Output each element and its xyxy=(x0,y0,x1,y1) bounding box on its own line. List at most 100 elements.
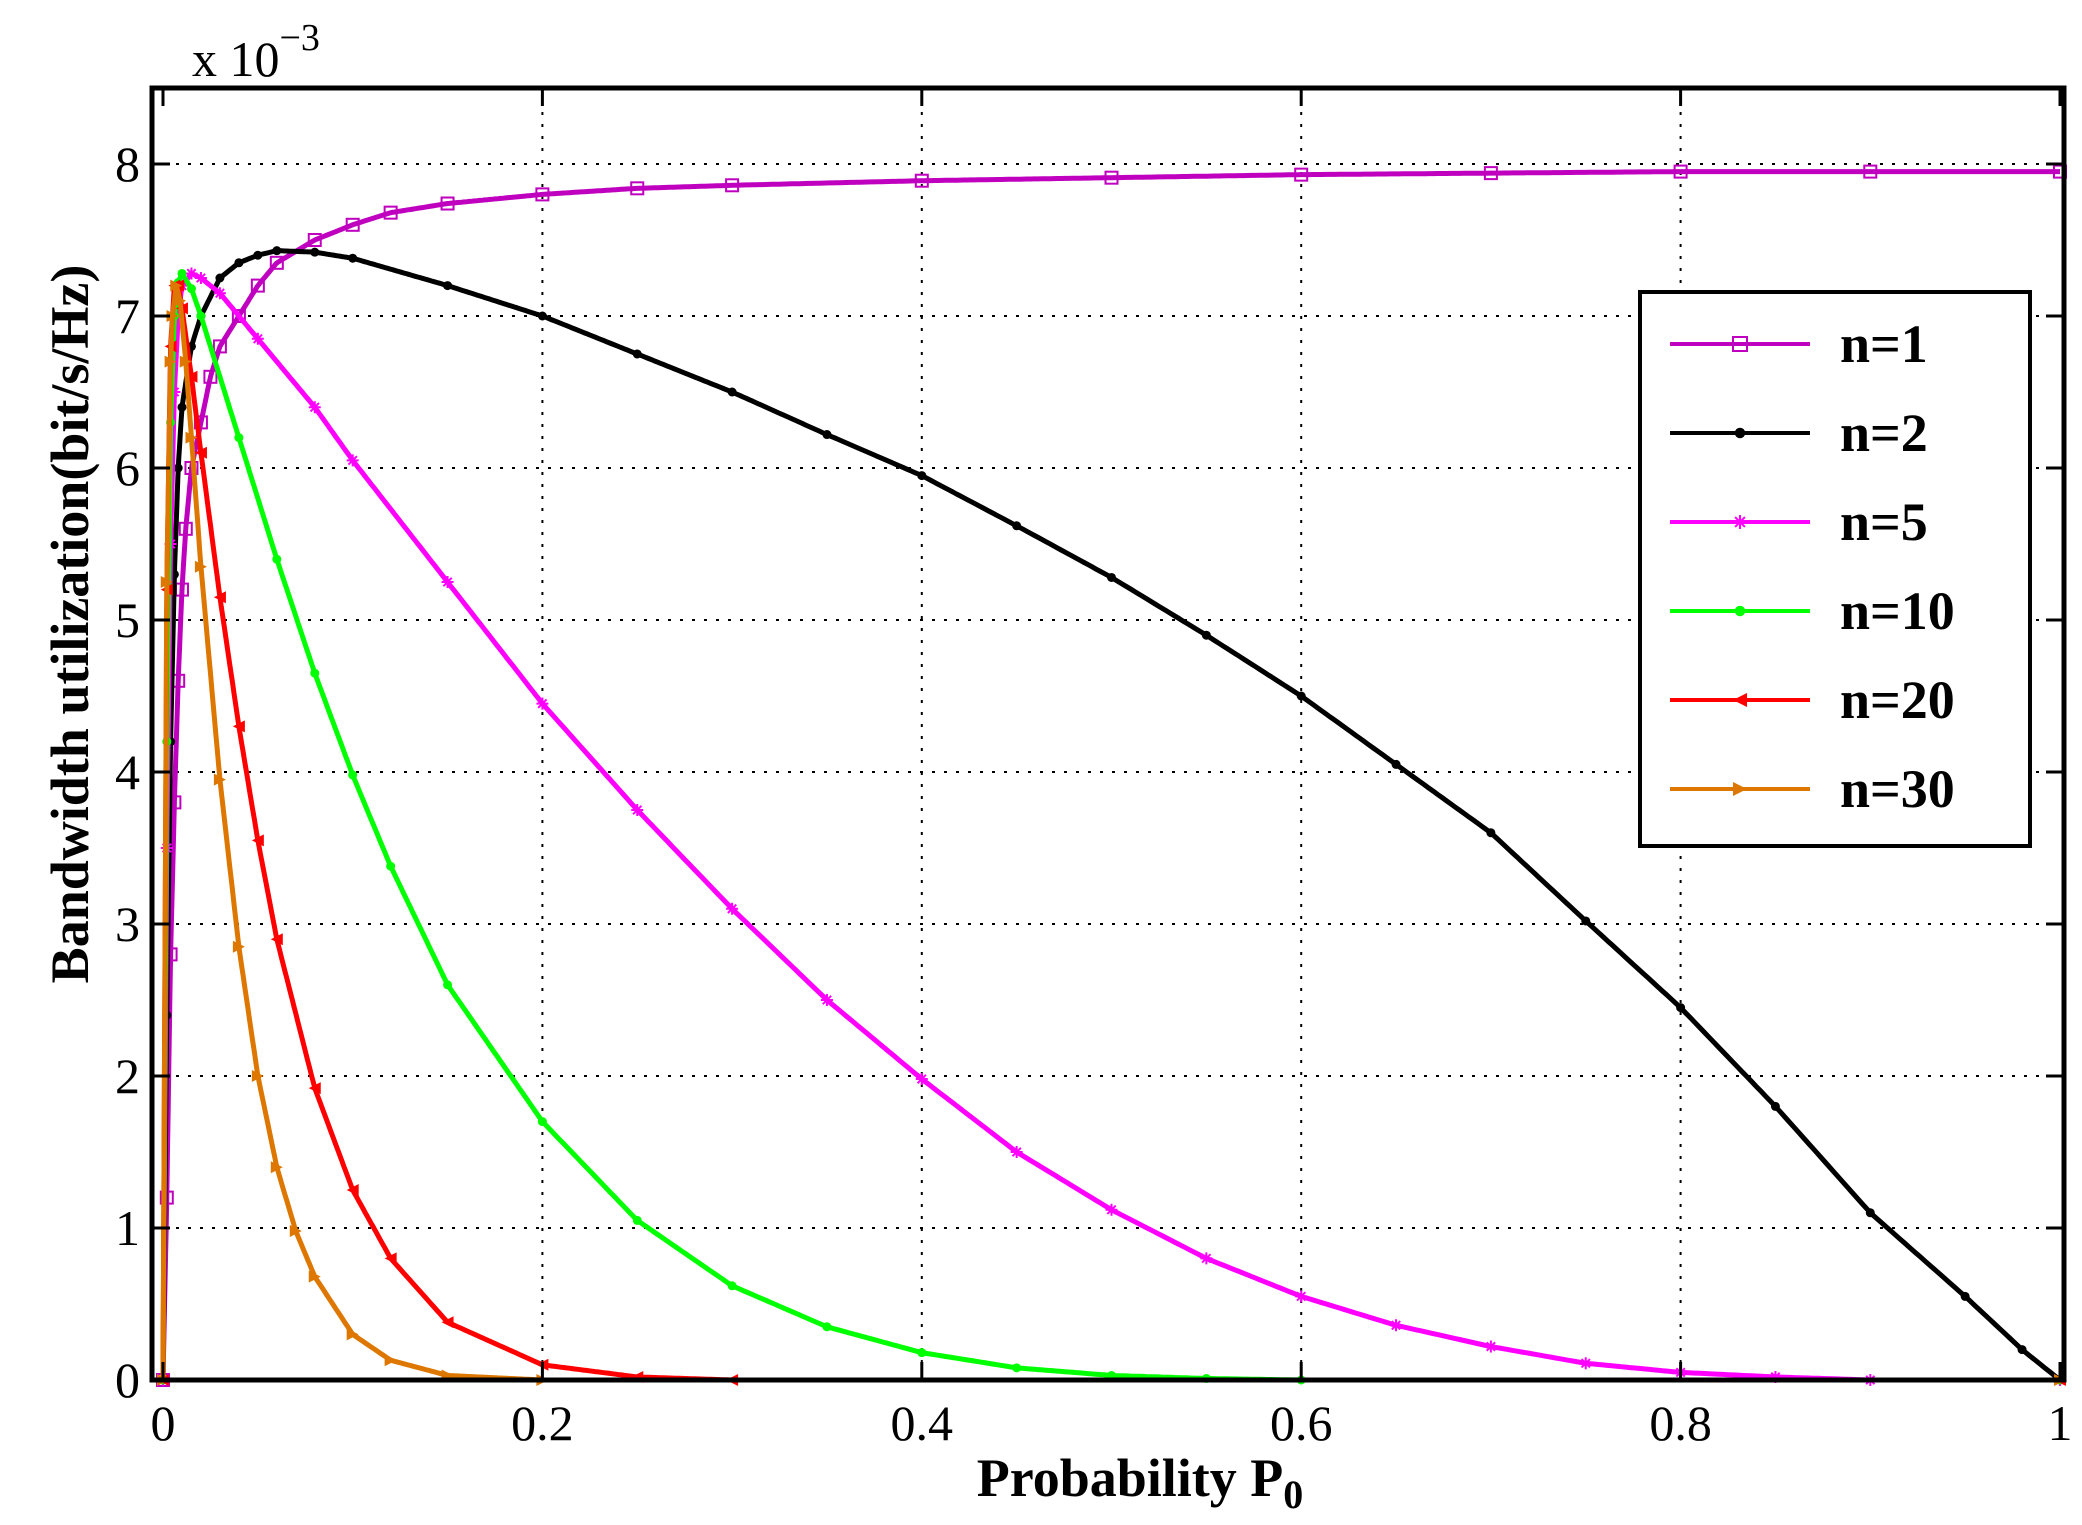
data-point-n-1 xyxy=(914,173,929,188)
y-tick-label: 6 xyxy=(115,440,140,496)
x-tick-label: 1 xyxy=(2048,1395,2073,1451)
data-point-n-2 xyxy=(727,387,737,397)
data-point-n-5 xyxy=(308,401,321,414)
data-point-n-30 xyxy=(160,576,173,588)
data-point-n-1 xyxy=(383,205,398,220)
legend-item-n-5: n=5 xyxy=(1670,492,1928,552)
data-point-n-10 xyxy=(386,861,396,871)
data-point-n-1 xyxy=(630,181,645,196)
data-point-n-5 xyxy=(1105,1203,1118,1216)
data-point-n-5 xyxy=(251,332,264,345)
data-point-n-1 xyxy=(1863,164,1878,179)
legend-label-n-1: n=1 xyxy=(1840,314,1928,374)
data-point-n-10 xyxy=(348,770,358,780)
data-point-n-5 xyxy=(631,804,644,816)
data-point-n-1 xyxy=(1673,164,1688,179)
x-tick-label: 0.2 xyxy=(511,1395,574,1451)
data-point-n-1 xyxy=(1483,166,1498,181)
data-point-n-20 xyxy=(308,1082,321,1095)
x-tick-label: 0.4 xyxy=(891,1395,954,1451)
data-point-n-1 xyxy=(1104,170,1119,185)
data-point-n-1 xyxy=(725,178,740,193)
y-axis-multiplier: x 10−3 xyxy=(192,17,320,87)
data-point-n-5 xyxy=(1010,1146,1023,1158)
data-point-n-5 xyxy=(1769,1370,1782,1383)
x-tick-label: 0.6 xyxy=(1270,1395,1333,1451)
data-point-n-2 xyxy=(1391,759,1401,769)
legend-marker-n-1 xyxy=(1732,336,1748,352)
x-tick-label: 0 xyxy=(151,1395,176,1451)
data-point-n-10 xyxy=(917,1348,927,1358)
data-point-n-1 xyxy=(345,217,360,232)
data-point-n-5 xyxy=(346,454,359,467)
data-point-n-1 xyxy=(231,309,246,323)
data-point-n-1 xyxy=(307,233,322,247)
data-point-n-30 xyxy=(185,431,198,444)
data-point-n-5 xyxy=(168,386,181,398)
x-axis-title: Probability P0 xyxy=(977,1448,1304,1517)
data-point-n-2 xyxy=(1865,1208,1875,1218)
legend-label-n-5: n=5 xyxy=(1840,492,1928,552)
data-point-n-20 xyxy=(346,1184,359,1196)
data-point-n-2 xyxy=(632,349,642,359)
legend-marker-n-30 xyxy=(1733,782,1747,796)
data-point-n-1 xyxy=(535,187,550,202)
data-point-n-30 xyxy=(232,940,245,953)
data-point-n-5 xyxy=(536,697,549,710)
y-tick-label: 5 xyxy=(115,592,140,648)
data-point-n-20 xyxy=(232,720,245,733)
data-point-n-30 xyxy=(308,1270,321,1283)
legend-marker-n-10 xyxy=(1734,605,1746,617)
data-point-n-2 xyxy=(1581,916,1591,926)
data-point-n-10 xyxy=(727,1281,737,1291)
data-point-n-2 xyxy=(537,311,547,321)
data-point-n-30 xyxy=(170,279,183,292)
legend-item-n-2: n=2 xyxy=(1670,403,1928,463)
y-tick-label: 2 xyxy=(115,1048,140,1104)
legend-marker-n-20 xyxy=(1733,693,1747,707)
data-point-n-30 xyxy=(384,1354,397,1367)
legend-item-n-10: n=10 xyxy=(1670,581,1955,641)
data-point-n-30 xyxy=(179,355,192,368)
legend-box xyxy=(1638,290,2032,848)
legend-label-n-30: n=30 xyxy=(1840,759,1955,819)
data-point-n-2 xyxy=(348,253,358,263)
data-point-n-30 xyxy=(346,1328,359,1341)
data-point-n-2 xyxy=(215,273,225,283)
data-point-n-2 xyxy=(234,258,244,268)
data-point-n-2 xyxy=(1296,691,1306,701)
data-point-n-30 xyxy=(174,294,187,307)
y-axis-multiplier-base: x 10 xyxy=(192,31,280,87)
data-point-n-5 xyxy=(915,1073,928,1086)
data-point-n-30 xyxy=(251,1070,264,1082)
legend-item-n-1: n=1 xyxy=(1670,314,1928,374)
data-point-n-30 xyxy=(289,1225,302,1238)
data-point-n-30 xyxy=(194,560,207,573)
legend-item-n-20: n=20 xyxy=(1670,670,1955,730)
data-point-n-1 xyxy=(178,521,193,536)
data-point-n-30 xyxy=(166,310,179,322)
data-point-n-5 xyxy=(194,272,207,284)
data-point-n-1 xyxy=(269,255,284,270)
data-point-n-5 xyxy=(185,267,198,280)
data-point-n-5 xyxy=(820,994,833,1006)
data-point-n-10 xyxy=(822,1322,832,1332)
axis-ticks: 0 0.2 0.4 0.6 0.8 1 0 1 2 3 4 5 6 7 8 xyxy=(115,88,2073,1451)
y-tick-label: 8 xyxy=(115,136,140,192)
data-point-n-10 xyxy=(310,668,320,678)
data-point-n-2 xyxy=(1676,1003,1686,1013)
data-point-n-2 xyxy=(822,430,832,440)
data-point-n-1 xyxy=(1294,167,1309,182)
legend-marker-n-5 xyxy=(1733,515,1747,529)
data-point-n-2 xyxy=(272,246,282,256)
data-point-n-1 xyxy=(212,339,227,354)
data-point-n-2 xyxy=(1012,521,1022,531)
data-point-n-10 xyxy=(196,311,206,321)
data-point-n-5 xyxy=(1484,1340,1497,1353)
y-tick-label: 4 xyxy=(115,744,140,800)
data-point-n-20 xyxy=(441,1316,454,1329)
y-tick-label: 7 xyxy=(115,288,140,344)
data-point-n-2 xyxy=(177,402,187,412)
data-point-n-20 xyxy=(384,1252,397,1265)
